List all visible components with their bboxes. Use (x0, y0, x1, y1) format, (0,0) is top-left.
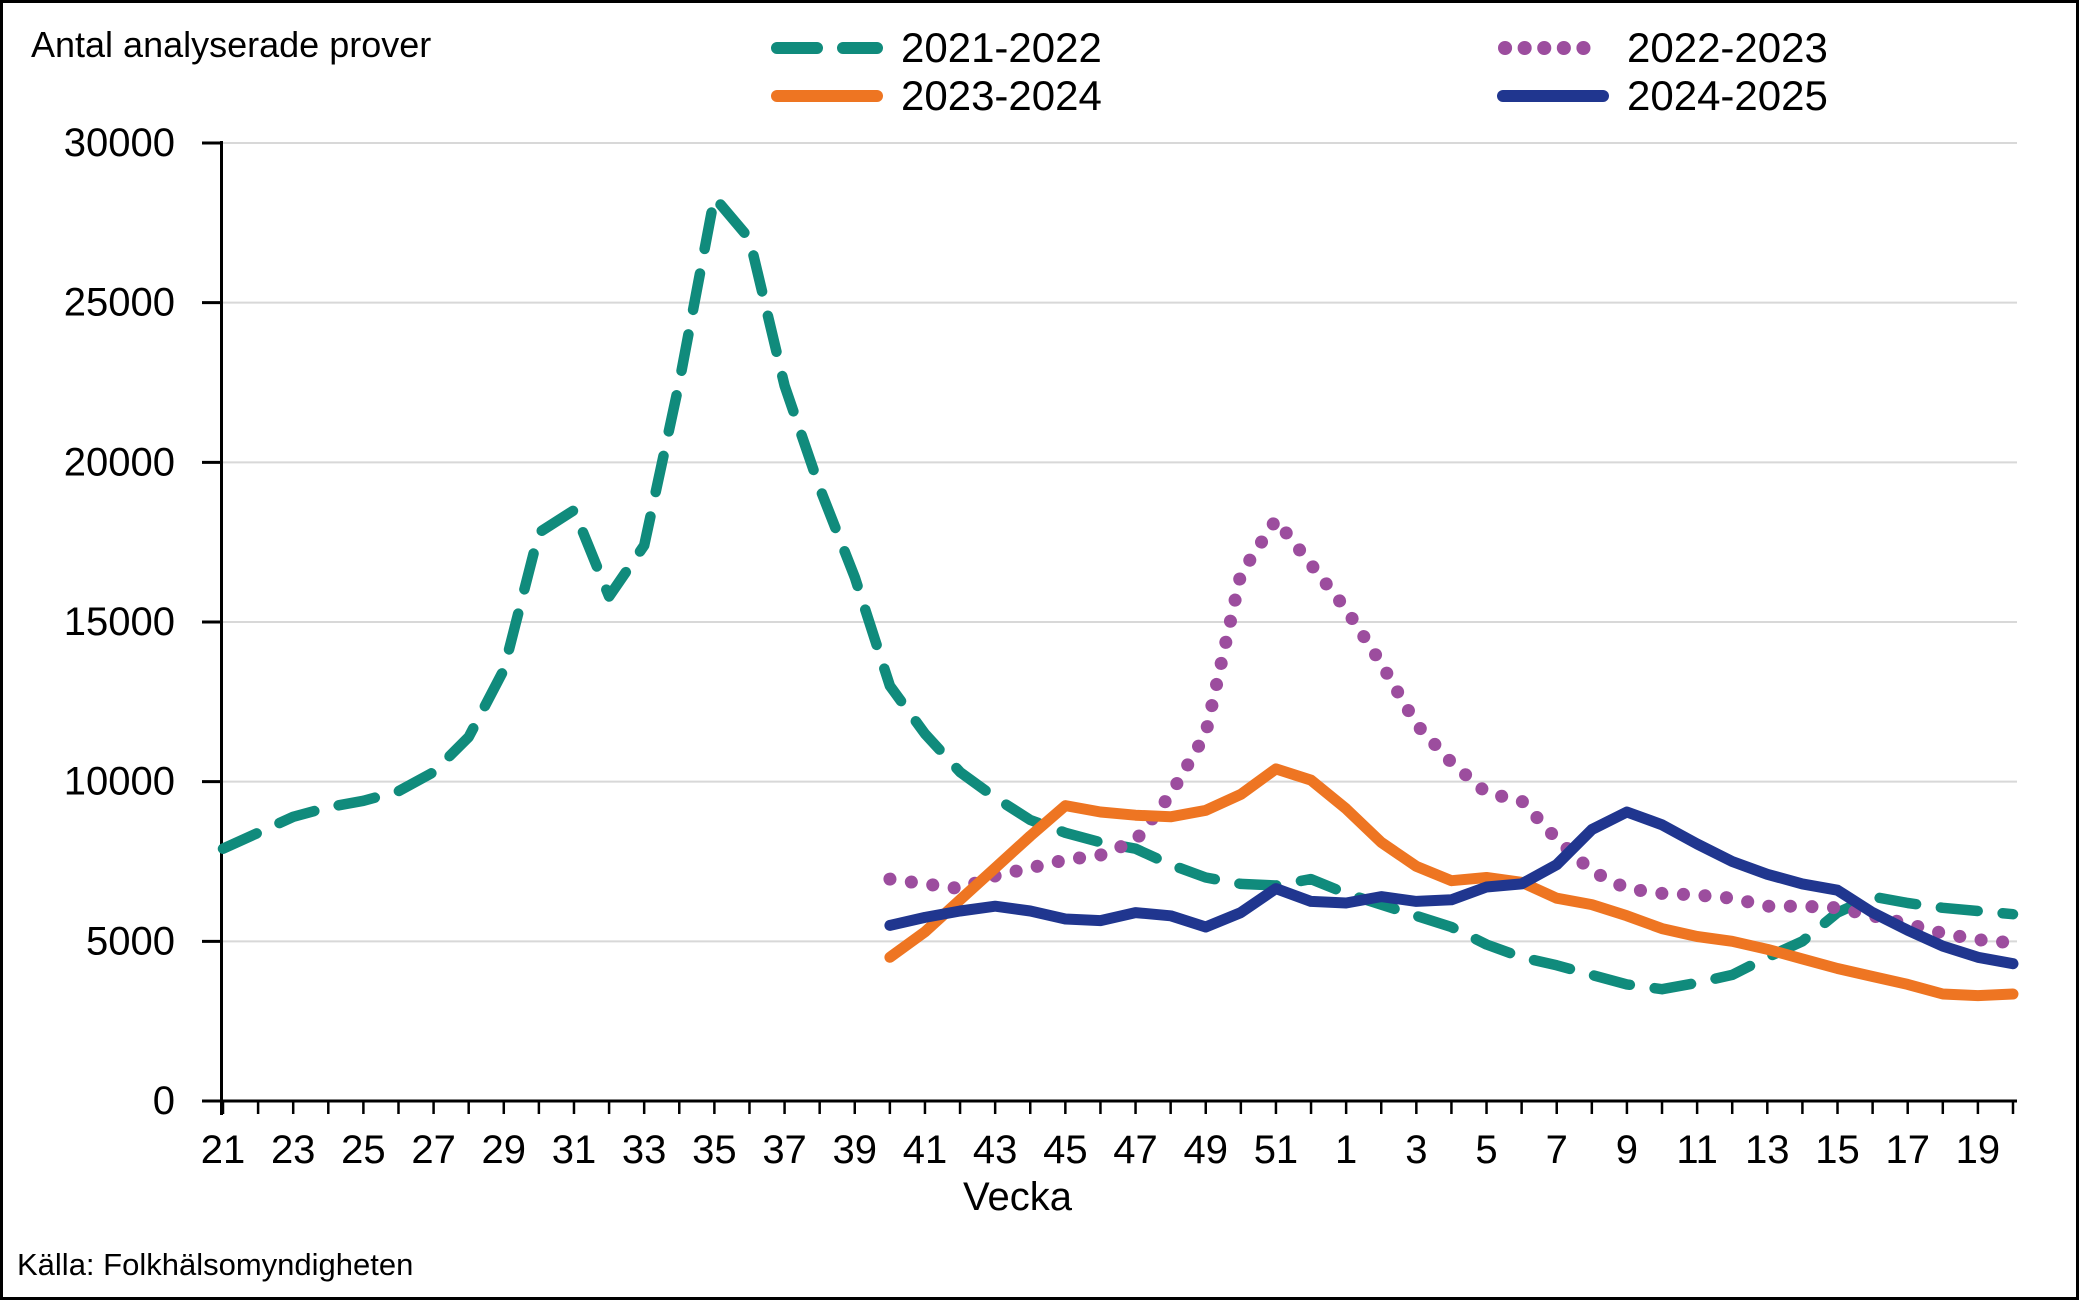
svg-text:25000: 25000 (64, 281, 175, 325)
svg-text:17: 17 (1885, 1128, 1930, 1172)
svg-text:3: 3 (1405, 1128, 1427, 1172)
chart-title: Antal analyserade prover (31, 24, 432, 65)
svg-text:19: 19 (1956, 1128, 2001, 1172)
svg-text:41: 41 (903, 1128, 948, 1172)
legend-item-2024-2025: 2024-2025 (1497, 73, 1828, 119)
svg-text:7: 7 (1546, 1128, 1568, 1172)
svg-text:20000: 20000 (64, 440, 175, 484)
gridlines (221, 142, 2017, 943)
svg-text:49: 49 (1183, 1128, 1228, 1172)
svg-text:45: 45 (1043, 1128, 1088, 1172)
svg-text:30000: 30000 (64, 121, 175, 165)
legend-label: 2022-2023 (1627, 24, 1828, 71)
svg-text:5000: 5000 (86, 919, 175, 963)
svg-text:21: 21 (201, 1128, 246, 1172)
svg-text:25: 25 (341, 1128, 386, 1172)
svg-text:1: 1 (1335, 1128, 1357, 1172)
data-series-lines (217, 192, 2020, 1002)
y-axis-tick-labels: 0 5000 10000 15000 20000 25000 30000 (64, 121, 175, 1123)
legend-swatch-solid-icon (771, 90, 883, 102)
svg-text:27: 27 (411, 1128, 456, 1172)
svg-text:15: 15 (1815, 1128, 1860, 1172)
axes (202, 141, 2017, 1115)
x-axis-title: Vecka (963, 1175, 1072, 1219)
svg-text:31: 31 (552, 1128, 597, 1172)
svg-text:37: 37 (762, 1128, 807, 1172)
legend-item-2023-2024: 2023-2024 (771, 73, 1102, 119)
svg-text:51: 51 (1254, 1128, 1299, 1172)
svg-text:29: 29 (482, 1128, 527, 1172)
legend-label: 2021-2022 (901, 24, 1102, 71)
line-chart-plot: 0 5000 10000 15000 20000 25000 30000 21 23 25 27 2… (64, 121, 2020, 1172)
svg-text:9: 9 (1616, 1128, 1638, 1172)
svg-text:15000: 15000 (64, 600, 175, 644)
svg-text:35: 35 (692, 1128, 737, 1172)
svg-text:10000: 10000 (64, 760, 175, 804)
legend-swatch-dashed-icon (771, 42, 883, 54)
legend-item-2021-2022: 2021-2022 (771, 25, 1102, 71)
svg-text:5: 5 (1475, 1128, 1497, 1172)
svg-text:23: 23 (271, 1128, 316, 1172)
svg-text:13: 13 (1745, 1128, 1790, 1172)
svg-text:11: 11 (1676, 1128, 1718, 1172)
svg-text:39: 39 (833, 1128, 878, 1172)
legend-label: 2024-2025 (1627, 72, 1828, 119)
legend-item-2022-2023: 2022-2023 (1497, 25, 1828, 71)
x-axis-tick-labels: 21 23 25 27 29 31 33 35 37 39 41 43 45 47 49 51 1 3 5 7 9 11 1… (201, 1128, 2000, 1172)
legend-label: 2023-2024 (901, 72, 1102, 119)
source-note: Källa: Folkhälsomyndigheten (17, 1247, 414, 1282)
svg-text:33: 33 (622, 1128, 667, 1172)
legend-swatch-dotted-icon (1498, 41, 1609, 55)
svg-text:0: 0 (153, 1079, 175, 1123)
svg-text:43: 43 (973, 1128, 1018, 1172)
svg-text:47: 47 (1113, 1128, 1158, 1172)
legend-swatch-solid-icon (1497, 90, 1609, 102)
